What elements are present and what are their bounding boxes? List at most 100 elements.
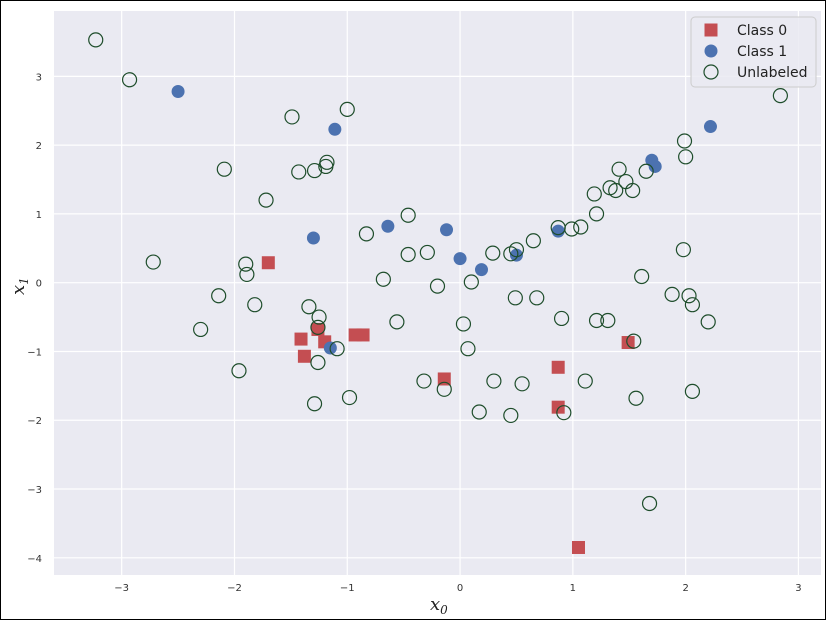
unlabeled-point bbox=[503, 407, 519, 424]
unlabeled-point bbox=[231, 363, 247, 379]
class-1-point bbox=[551, 224, 565, 238]
unlabeled-point bbox=[455, 316, 472, 332]
class-0-point bbox=[297, 349, 311, 363]
unlabeled-point bbox=[329, 341, 345, 357]
unlabeled-point bbox=[588, 206, 605, 222]
legend-label: Class 0 bbox=[737, 23, 787, 39]
y-tick-label: −3 bbox=[27, 485, 42, 496]
unlabeled-point bbox=[239, 266, 255, 283]
y-tick-label: 2 bbox=[36, 141, 42, 152]
legend-label: Unlabeled bbox=[737, 65, 807, 81]
unlabeled-point bbox=[486, 373, 502, 389]
unlabeled-point bbox=[529, 290, 545, 306]
unlabeled-point bbox=[514, 376, 530, 392]
unlabeled-point bbox=[310, 354, 326, 371]
class-1-point bbox=[306, 231, 320, 245]
unlabeled-point bbox=[586, 186, 602, 202]
unlabeled-point bbox=[628, 390, 644, 406]
legend-class-0-marker bbox=[704, 23, 718, 37]
unlabeled-point bbox=[626, 333, 642, 349]
unlabeled-point bbox=[429, 278, 446, 294]
unlabeled-point bbox=[675, 242, 691, 258]
unlabeled-point bbox=[247, 297, 263, 313]
class-1-point bbox=[453, 252, 467, 266]
class-1-point bbox=[648, 159, 662, 173]
unlabeled-point bbox=[145, 254, 161, 270]
unlabeled-point bbox=[564, 221, 580, 237]
class-0-point bbox=[551, 360, 565, 374]
x-axis-label: x0 bbox=[430, 594, 448, 617]
class-0-point bbox=[311, 322, 325, 336]
x-tick-label: −1 bbox=[340, 583, 355, 594]
legend-unlabeled-marker bbox=[703, 64, 719, 80]
unlabeled-point bbox=[306, 396, 323, 412]
class-0-point bbox=[621, 336, 635, 350]
unlabeled-point bbox=[258, 192, 274, 208]
y-tick-label: −2 bbox=[27, 416, 42, 427]
unlabeled-point bbox=[573, 219, 589, 235]
unlabeled-point bbox=[400, 246, 416, 263]
unlabeled-point bbox=[471, 404, 487, 420]
unlabeled-point bbox=[503, 246, 519, 262]
unlabeled-point bbox=[600, 312, 616, 329]
unlabeled-point bbox=[556, 405, 572, 421]
unlabeled-point bbox=[301, 299, 317, 315]
unlabeled-point bbox=[339, 101, 355, 117]
x-tick-label: 3 bbox=[795, 583, 801, 594]
unlabeled-point bbox=[306, 162, 323, 179]
unlabeled-point bbox=[319, 154, 335, 170]
class-1-point bbox=[509, 248, 523, 262]
unlabeled-point bbox=[291, 164, 307, 180]
unlabeled-point bbox=[358, 226, 375, 242]
unlabeled-point bbox=[211, 288, 227, 304]
class-1-point bbox=[703, 120, 717, 134]
unlabeled-point bbox=[553, 310, 570, 327]
unlabeled-point bbox=[88, 32, 104, 48]
unlabeled-point bbox=[625, 182, 641, 199]
y-tick-label: 1 bbox=[36, 210, 42, 221]
unlabeled-point bbox=[611, 161, 627, 177]
unlabeled-point bbox=[284, 109, 300, 125]
unlabeled-point bbox=[681, 288, 697, 304]
unlabeled-point bbox=[121, 72, 138, 88]
unlabeled-point bbox=[216, 161, 232, 177]
class-1-point bbox=[171, 84, 185, 98]
class-0-point bbox=[356, 328, 370, 342]
y-tick-label: −1 bbox=[27, 347, 42, 358]
class-1-point bbox=[440, 223, 454, 237]
class-1-point bbox=[381, 219, 395, 233]
unlabeled-point bbox=[389, 314, 405, 330]
x-tick-label: 0 bbox=[457, 583, 463, 594]
unlabeled-point bbox=[311, 309, 327, 325]
y-axis-label: x1 bbox=[8, 277, 31, 295]
unlabeled-point bbox=[419, 244, 435, 261]
class-0-point bbox=[261, 256, 275, 270]
unlabeled-point bbox=[588, 312, 605, 329]
unlabeled-point bbox=[463, 274, 479, 290]
y-tick-label: 0 bbox=[36, 279, 42, 290]
class-0-point bbox=[294, 332, 308, 346]
y-tick-label: −4 bbox=[27, 554, 42, 565]
unlabeled-point bbox=[238, 256, 254, 272]
y-tick-label: 3 bbox=[36, 72, 42, 83]
unlabeled-point bbox=[641, 495, 658, 512]
unlabeled-point bbox=[684, 297, 701, 313]
unlabeled-point bbox=[436, 381, 452, 397]
legend-label: Class 1 bbox=[737, 44, 787, 60]
unlabeled-point bbox=[416, 373, 432, 389]
unlabeled-point bbox=[400, 207, 416, 223]
unlabeled-point bbox=[772, 87, 788, 104]
class-0-point bbox=[437, 372, 451, 386]
unlabeled-point bbox=[608, 182, 624, 199]
unlabeled-point bbox=[577, 373, 593, 389]
x-tick-label: −2 bbox=[227, 583, 242, 594]
x-tick-label: 1 bbox=[570, 583, 576, 594]
legend-class-1-marker bbox=[704, 44, 718, 58]
class-1-point bbox=[474, 263, 488, 277]
unlabeled-point bbox=[460, 341, 476, 357]
x-tick-label: 2 bbox=[682, 583, 688, 594]
unlabeled-point bbox=[700, 314, 716, 330]
class-1-point bbox=[328, 122, 342, 136]
x-tick-label: −3 bbox=[114, 583, 129, 594]
